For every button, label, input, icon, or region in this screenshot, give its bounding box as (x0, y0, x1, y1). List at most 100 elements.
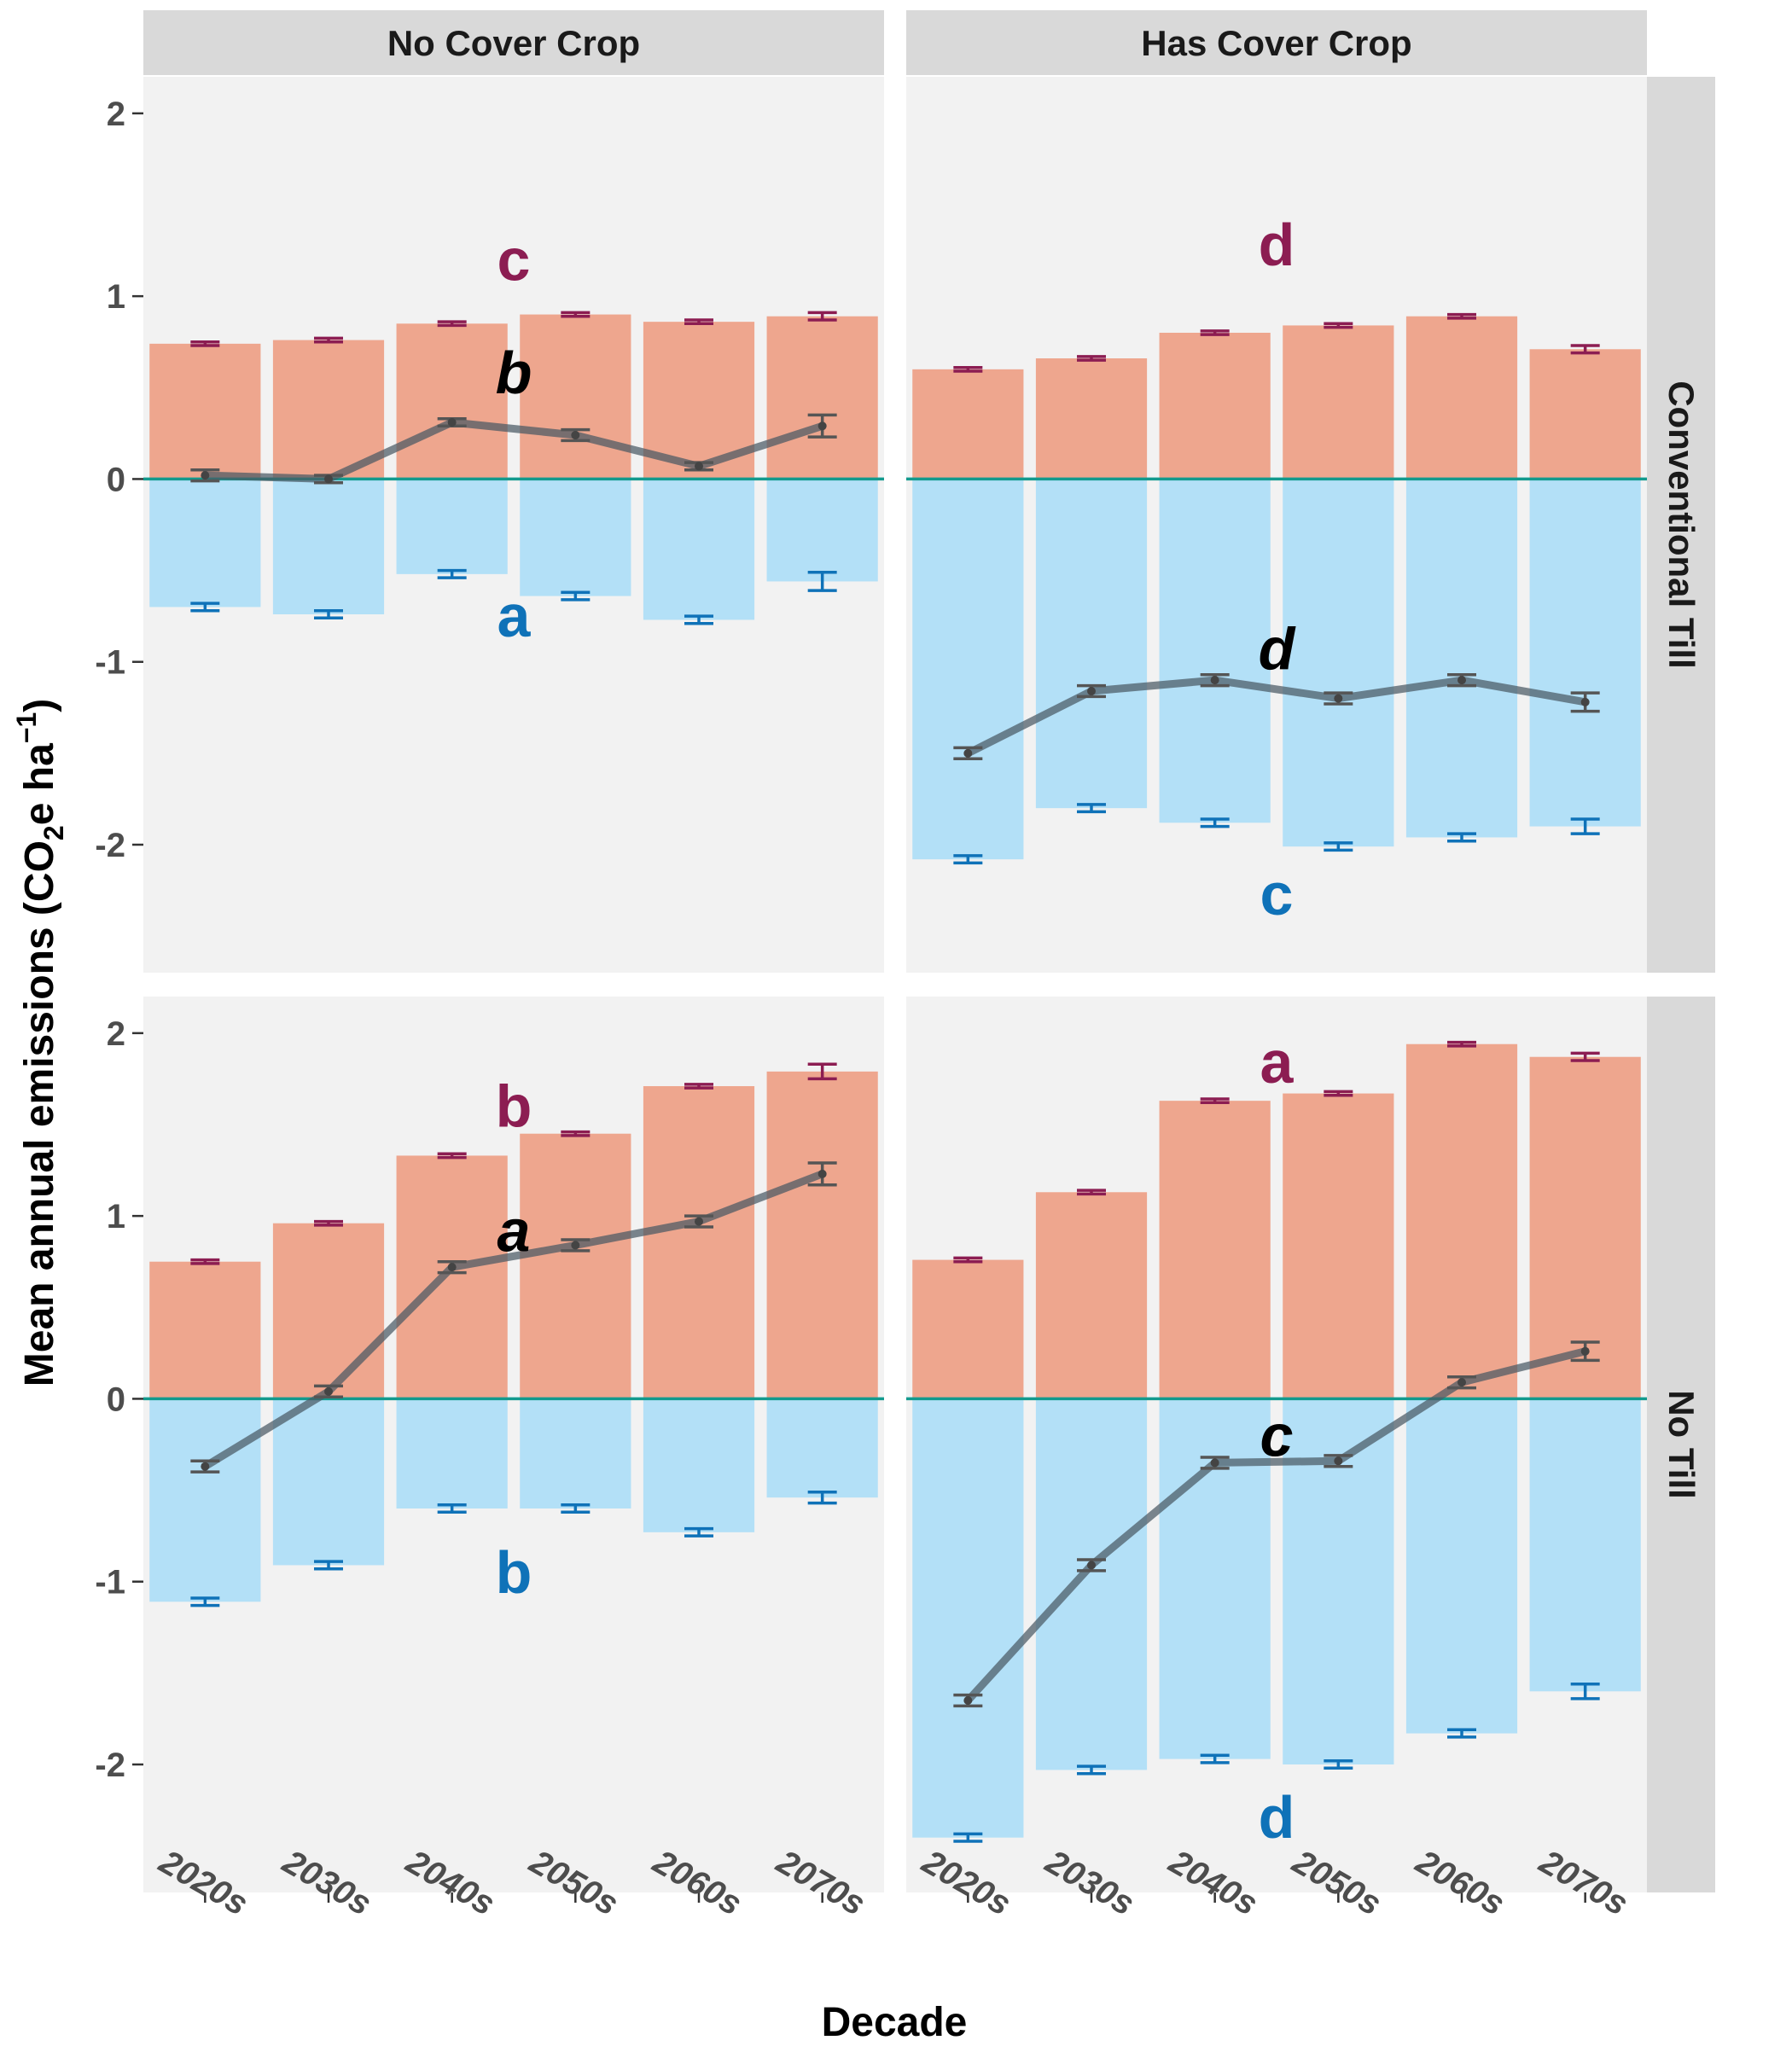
negative-bar (1529, 1398, 1641, 1692)
net-point (571, 1241, 580, 1250)
negative-bar (766, 479, 878, 582)
y-tick-label: 1 (107, 278, 125, 316)
negative-bar (272, 479, 385, 614)
y-axis-title-superscript: −1 (11, 712, 42, 743)
negative-bar (520, 479, 631, 596)
net-point (447, 1263, 457, 1272)
negative-bar (272, 1398, 385, 1566)
positive-bar (766, 316, 878, 480)
y-axis-title-end: ) (17, 699, 62, 712)
net-point (201, 471, 210, 480)
net-point (1457, 1378, 1466, 1387)
net-group-letter: c (1260, 1402, 1294, 1468)
positive-bar (272, 1223, 385, 1399)
negative-group-letter: a (497, 583, 532, 649)
positive-bar (396, 323, 508, 480)
net-point (695, 462, 703, 471)
y-axis-title-subscript: 2 (38, 825, 69, 840)
net-series-line (963, 676, 1590, 758)
net-point (1580, 1346, 1590, 1356)
positive-bar (1035, 358, 1148, 480)
positive-bar (272, 340, 385, 480)
row-strip (1647, 77, 1715, 973)
net-point (1210, 676, 1219, 685)
net-point (1334, 1456, 1343, 1466)
negative-bar (643, 479, 755, 620)
positive-group-letter: d (1259, 212, 1295, 278)
negative-group-letter: b (496, 1539, 532, 1606)
positive-bar (520, 314, 631, 480)
positive-group-letter: b (496, 1073, 532, 1140)
positive-bar (643, 1086, 755, 1399)
positive-bar (1159, 1101, 1271, 1399)
negative-group-letter: d (1259, 1784, 1295, 1851)
negative-bar (1035, 479, 1148, 809)
panel-background (143, 997, 884, 1892)
positive-bar (1405, 1043, 1518, 1399)
net-series-line (963, 1347, 1590, 1705)
net-point (963, 748, 973, 758)
net-point (571, 431, 580, 439)
positive-bar (1529, 349, 1641, 480)
column-strip (906, 10, 1647, 75)
y-tick-label: 0 (107, 1381, 125, 1418)
net-group-letter: a (497, 1197, 531, 1264)
negative-bar (1405, 479, 1518, 838)
negative-bar (643, 1398, 755, 1532)
negative-bar (149, 1398, 261, 1602)
positive-bar (1405, 316, 1518, 480)
net-group-letter: d (1259, 616, 1296, 683)
net-point (1457, 676, 1466, 685)
net-point (1087, 687, 1096, 695)
negative-bar (1529, 479, 1641, 827)
net-point (1087, 1561, 1096, 1570)
negative-bar (520, 1398, 631, 1508)
net-point (817, 1169, 827, 1178)
negative-bar (1283, 1398, 1394, 1764)
panel-background (906, 77, 1647, 973)
negative-bar (149, 479, 261, 607)
y-tick-label: 1 (107, 1198, 125, 1235)
net-point (1210, 1458, 1219, 1468)
row-strip (1647, 997, 1715, 1892)
positive-bar (149, 1261, 261, 1399)
negative-bar (1159, 1398, 1271, 1759)
net-point (963, 1696, 973, 1705)
positive-bar (912, 1259, 1024, 1399)
y-tick-label: -2 (95, 1747, 125, 1784)
negative-bar (1159, 479, 1271, 823)
negative-bar (1405, 1398, 1518, 1734)
negative-group-letter: c (1260, 861, 1294, 927)
positive-bar (1159, 333, 1271, 480)
y-tick-label: 2 (107, 1015, 125, 1053)
y-axis-title-main: Mean annual emissions (CO (17, 840, 62, 1386)
positive-bar (1035, 1192, 1148, 1399)
column-strip (143, 10, 884, 75)
y-tick-label: -1 (95, 644, 125, 682)
positive-bar (912, 369, 1024, 480)
positive-bar (396, 1155, 508, 1399)
negative-bar (912, 479, 1024, 860)
negative-bar (396, 1398, 508, 1508)
net-point (447, 418, 457, 427)
row-strip-label: Conventional Till (1661, 381, 1702, 669)
positive-bar (1283, 1093, 1394, 1399)
net-point (1580, 697, 1590, 706)
positive-bar (520, 1133, 631, 1399)
y-axis-title-mid: e ha (17, 743, 62, 825)
x-axis-title: Decade (822, 2000, 968, 2045)
y-tick-label: 2 (107, 96, 125, 133)
negative-bar (766, 1398, 878, 1498)
negative-bar (396, 479, 508, 574)
net-series-line (201, 418, 827, 483)
negative-bar (1283, 479, 1394, 847)
positive-group-letter: a (1260, 1029, 1295, 1096)
positive-bar (766, 1071, 878, 1399)
panel-background (906, 997, 1647, 1892)
row-strip-label: No Till (1661, 1390, 1702, 1499)
y-axis-title: Mean annual emissions (CO2e ha−1) (11, 699, 69, 1386)
y-tick-label: -1 (95, 1564, 125, 1601)
negative-bar (912, 1398, 1024, 1838)
